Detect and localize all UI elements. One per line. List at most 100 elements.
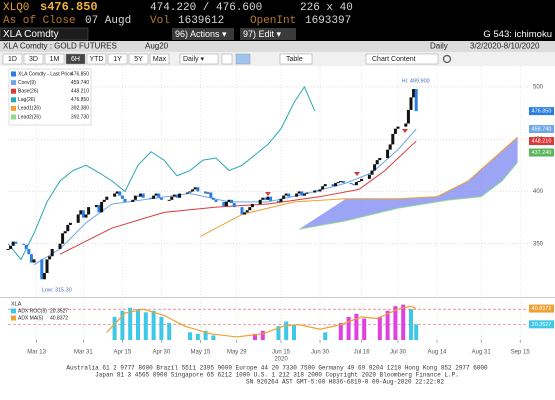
- candle: [406, 109, 410, 124]
- candle: [87, 207, 91, 215]
- security-name: XLA Comdty : GOLD FUTURES: [3, 42, 117, 51]
- legend-value: 476.850: [71, 71, 89, 77]
- range-button[interactable]: [23, 53, 44, 65]
- candle: [412, 89, 416, 98]
- chart-content[interactable]: Chart Content: [372, 56, 416, 63]
- candle: [373, 164, 377, 171]
- range-label[interactable]: YTD: [90, 56, 104, 63]
- actions-button[interactable]: [172, 28, 234, 40]
- range-label[interactable]: 1Y: [113, 56, 122, 63]
- range-label[interactable]: Max: [153, 56, 167, 63]
- edit[interactable]: 97) Edit ▾: [243, 29, 282, 39]
- range-button[interactable]: [65, 53, 86, 65]
- candle: [243, 212, 247, 215]
- legend-name: Conv(9): [18, 80, 36, 86]
- candle: [393, 128, 397, 134]
- candle: [154, 193, 158, 196]
- range-button[interactable]: [2, 53, 23, 65]
- table[interactable]: Table: [286, 56, 303, 63]
- value-tag: [529, 304, 554, 313]
- y-tick-label: 350: [533, 241, 544, 247]
- range-button[interactable]: [149, 53, 170, 65]
- range-label[interactable]: 1D: [8, 56, 17, 63]
- price-tag: [529, 148, 554, 157]
- candle: [120, 195, 124, 199]
- candle: [76, 214, 80, 223]
- legend-name: Lag(26): [18, 97, 36, 103]
- candle: [152, 195, 156, 199]
- candle: [136, 195, 140, 197]
- legend-value: 392.380: [71, 106, 89, 112]
- edit-button[interactable]: [240, 28, 296, 40]
- frequency[interactable]: Daily ▾: [183, 56, 205, 63]
- legend-box: [8, 68, 92, 126]
- candle: [9, 245, 13, 249]
- bar: [151, 310, 156, 340]
- security[interactable]: XLA Comdty: [3, 29, 59, 40]
- candle: [6, 248, 10, 250]
- candle: [133, 195, 137, 200]
- candle: [357, 181, 361, 183]
- legend-swatch: [11, 88, 16, 94]
- candle: [318, 189, 322, 192]
- legend-value: 392.730: [71, 114, 89, 120]
- oi: 1693397: [305, 15, 351, 27]
- candle: [193, 187, 197, 190]
- candle: [227, 199, 231, 202]
- range-button[interactable]: [44, 53, 65, 65]
- candle: [45, 259, 49, 273]
- candle: [360, 178, 364, 181]
- range-button[interactable]: [128, 53, 149, 65]
- candle: [167, 199, 171, 201]
- candle: [261, 197, 265, 200]
- bar: [260, 330, 265, 340]
- candle: [276, 200, 280, 202]
- candle: [22, 243, 26, 245]
- candle: [66, 224, 70, 232]
- range-label[interactable]: 3D: [29, 56, 38, 63]
- legend-name: Lead1(26): [18, 106, 41, 112]
- period: Daily: [430, 42, 448, 51]
- legend-swatch: [11, 80, 16, 86]
- candle: [97, 205, 101, 213]
- candle: [331, 184, 335, 187]
- range-button[interactable]: [107, 53, 128, 65]
- x-tick-label: Jul 16: [354, 350, 371, 356]
- range-label[interactable]: 6H: [71, 56, 80, 63]
- candle: [409, 97, 413, 110]
- chart-content-button[interactable]: [365, 53, 439, 65]
- candle: [245, 210, 249, 213]
- range-label[interactable]: 1M: [50, 56, 60, 63]
- candle: [175, 194, 179, 198]
- bar: [253, 333, 257, 340]
- candle: [297, 191, 301, 194]
- candle: [250, 204, 254, 208]
- candle: [334, 183, 338, 187]
- tool-icon[interactable]: [235, 53, 251, 65]
- candle: [266, 196, 270, 200]
- candle: [29, 254, 33, 263]
- table-button[interactable]: [279, 53, 313, 65]
- candle: [81, 210, 85, 218]
- candle: [68, 222, 72, 225]
- range-label[interactable]: 5Y: [134, 56, 143, 63]
- candle: [105, 196, 109, 200]
- range-button[interactable]: [86, 53, 107, 65]
- ma-line: [106, 305, 417, 338]
- candle: [300, 191, 304, 196]
- candle: [295, 193, 299, 197]
- bar: [112, 316, 117, 340]
- tool-icon[interactable]: [221, 53, 233, 65]
- security-box[interactable]: [0, 27, 89, 41]
- bar: [377, 316, 382, 340]
- price-tag: [529, 124, 554, 133]
- annotation: Low: 315.30: [42, 287, 72, 293]
- candle: [172, 194, 176, 197]
- bar: [195, 333, 200, 340]
- bar: [120, 310, 125, 340]
- settings-icon[interactable]: [442, 54, 452, 64]
- actions[interactable]: 96) Actions ▾: [175, 29, 227, 39]
- function-name: G 543: ichimoku: [483, 29, 552, 40]
- x-tick-label: May 29: [227, 350, 247, 356]
- frequency-button[interactable]: [179, 53, 219, 65]
